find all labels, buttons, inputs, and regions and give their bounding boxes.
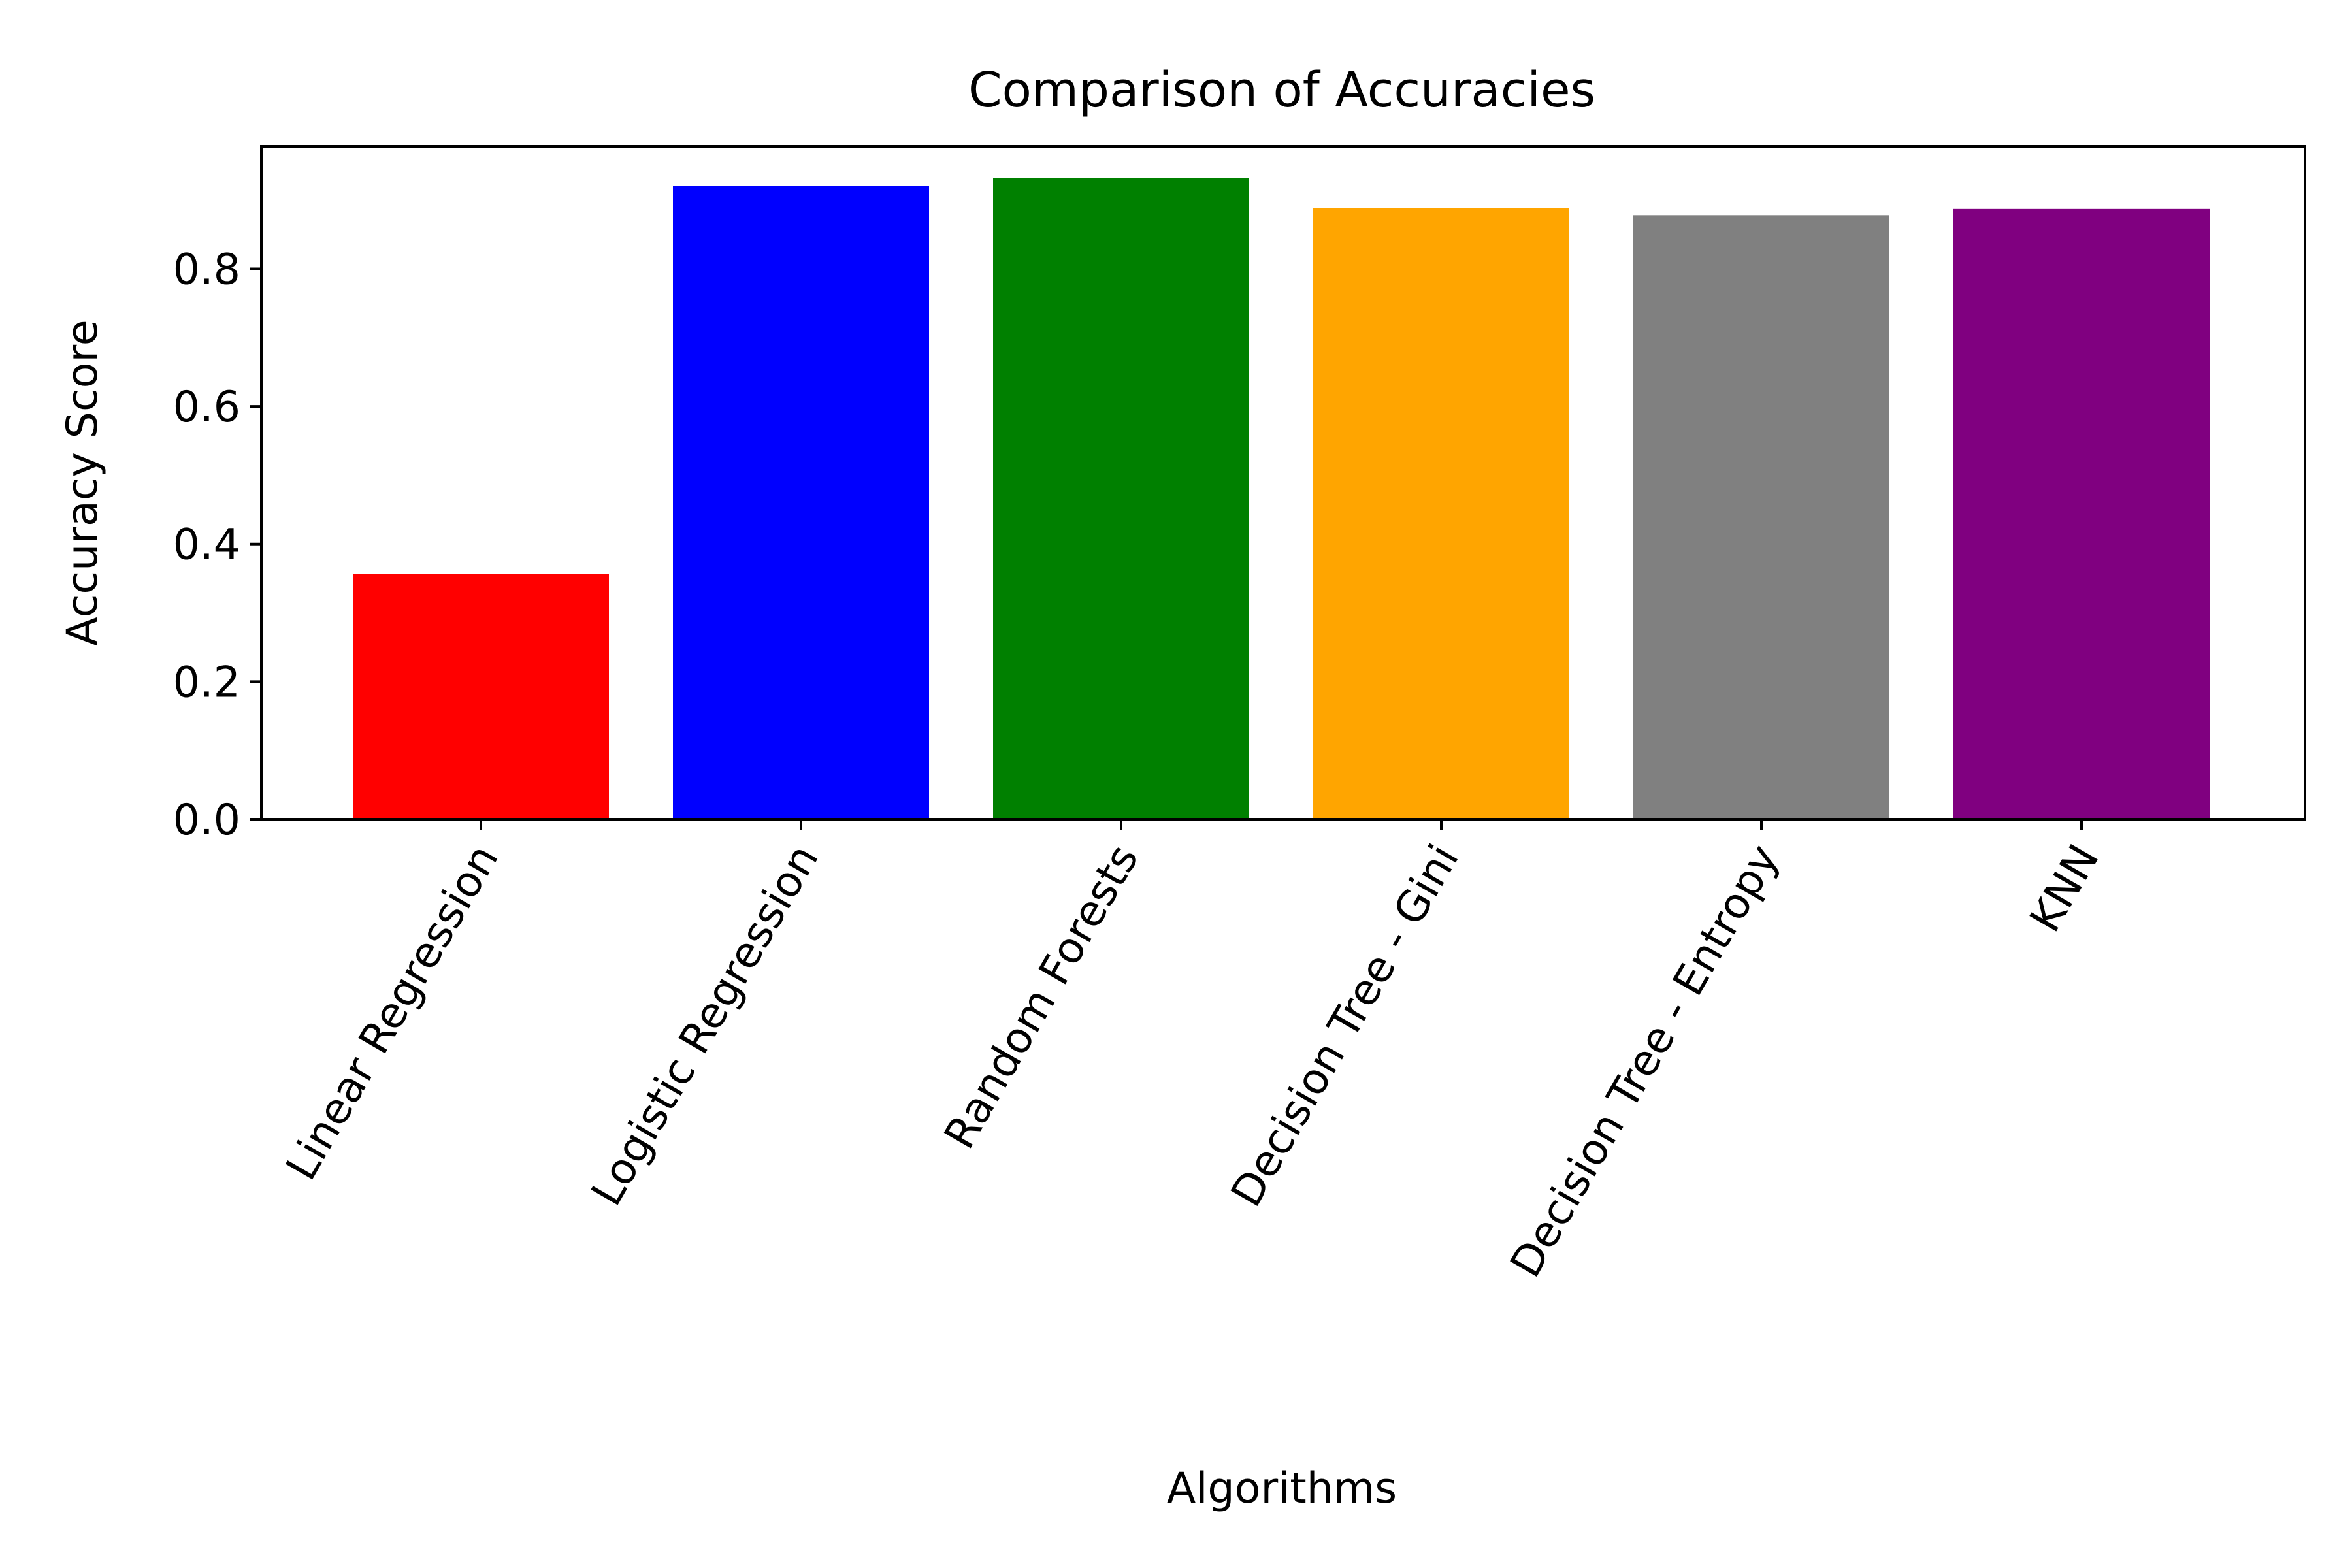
bar-knn: [1953, 208, 2210, 819]
bar-decision-tree-gini: [1313, 208, 1569, 819]
y-tick-label: 0.4: [173, 521, 240, 570]
bar-logistic-regression: [673, 186, 929, 820]
y-axis-ticks: 0.0 0.2 0.4 0.6 0.8: [173, 245, 261, 845]
y-tick-label: 0.2: [173, 658, 240, 707]
y-axis-label: Accuracy Score: [58, 319, 107, 645]
plot-area-frame: [260, 145, 2306, 821]
x-axis-label: Algorithms: [1167, 1464, 1397, 1513]
bar-linear-regression: [353, 574, 609, 819]
y-tick-label: 0.8: [173, 245, 240, 294]
y-tick-label: 0.6: [173, 383, 240, 432]
y-tick-label: 0.0: [173, 796, 240, 845]
bar-decision-tree-entropy: [1633, 215, 1889, 819]
chart-title: Comparison of Accuracies: [968, 62, 1595, 118]
bar-random-forests: [993, 178, 1249, 819]
bars: [353, 178, 2210, 820]
